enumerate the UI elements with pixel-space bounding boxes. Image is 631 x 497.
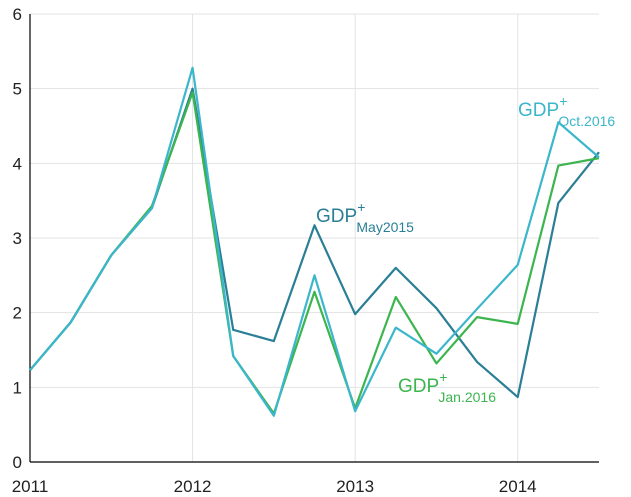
y-tick-label: 4	[13, 154, 22, 173]
annotation-sup: +	[357, 199, 365, 215]
annotation-sup: +	[439, 369, 447, 385]
y-tick-label: 5	[13, 80, 22, 99]
annotation-text: GDP	[518, 100, 559, 121]
annotation-sup: +	[559, 93, 567, 109]
y-tick-label: 0	[13, 453, 22, 472]
annotation-text: GDP	[316, 206, 357, 227]
x-tick-label: 2012	[174, 477, 212, 496]
series-line	[29, 66, 600, 417]
x-tick-label: 2014	[499, 477, 537, 496]
annotation-sub: Oct.2016	[558, 113, 615, 129]
annotation-text: GDP	[398, 376, 439, 397]
y-tick-label: 3	[13, 229, 22, 248]
y-tick-label: 6	[13, 5, 22, 24]
y-tick-label: 1	[13, 378, 22, 397]
annotation: GDP+ May2015	[316, 199, 414, 235]
x-tick-label: 2011	[12, 477, 49, 496]
annotation: GDP+ Jan.2016	[398, 369, 496, 405]
annotation-sub: Jan.2016	[438, 389, 496, 405]
y-tick-label: 2	[13, 304, 22, 323]
annotation: GDP+ Oct.2016	[518, 93, 615, 129]
annotation-sub: May2015	[356, 219, 414, 235]
x-tick-label: 2013	[336, 477, 374, 496]
